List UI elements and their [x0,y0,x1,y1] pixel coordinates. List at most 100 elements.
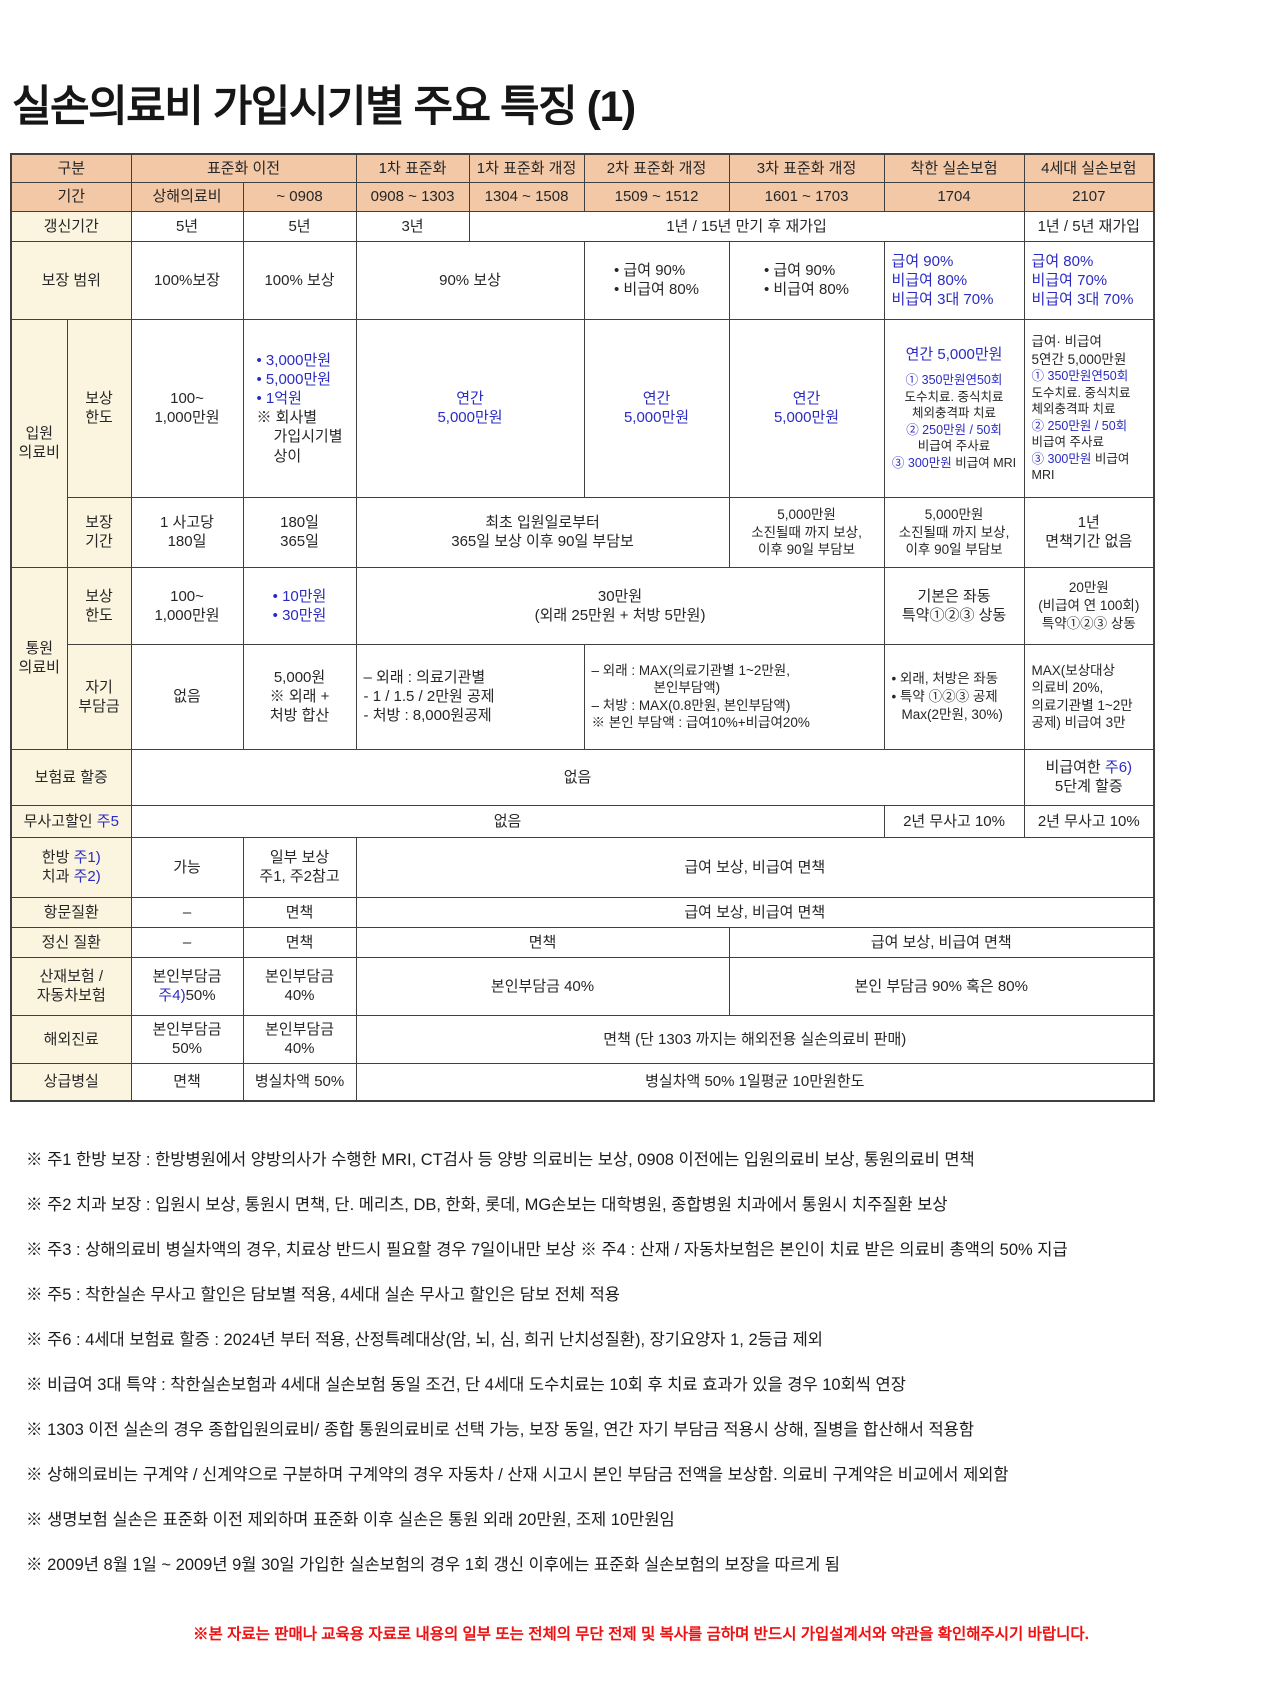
mental-disease-cell: – [130,926,244,958]
footnote: ※ 비급여 3대 특약 : 착한실손보험과 4세대 실손보험 동일 조건, 단 … [26,1376,906,1395]
inpatient-period-row: 보장 기간 1 사고당 180일 180일 365일 최초 입원일로부터 365… [11,496,1155,568]
line: – 처방 : MAX(0.8만원, 본인부담액) [591,697,791,713]
outpatient-limit-cell: 20만원 (비급여 연 100회) 특약①②③ 상동 [1023,566,1155,645]
note-ref: 주2) [73,868,101,886]
line: ③ 300만원 비급여 MRI [1032,451,1151,484]
header-row: 구분 표준화 이전 1차 표준화 1차 표준화 개정 2차 표준화 개정 3차 … [10,153,1155,183]
line: 비급여한 [1045,759,1105,777]
outpatient-deductible-cell: – 외래 : MAX(의료기관별 1~2만원, 본인부담액) – 처방 : MA… [583,643,885,750]
inpatient-period-cell: 1년 면책기간 없음 [1023,496,1155,568]
header-std3-rev: 3차 표준화 개정 [728,153,885,183]
oriental-dental-row: 한방 주1) 치과 주2) 가능 일부 보상 주1, 주2참고 급여 보상, 비… [10,836,1155,898]
surcharge-cell: 없음 [130,748,1025,806]
line: 1년 [1077,514,1100,532]
industrial-auto-cell: 본인부담금 주4)50% [130,956,244,1016]
line: ① 350만원연50회 [1031,369,1129,384]
inpatient-period-cell: 1 사고당 180일 [130,496,244,568]
line: 의료비 20%, [1031,680,1104,696]
period-cell: 1704 [883,181,1025,212]
line: • 1억원 [256,390,302,408]
oriental-dental-cell: 급여 보상, 비급여 면책 [355,836,1155,898]
anal-disease-label: 항문질환 [10,896,132,928]
renewal-cell: 1년 / 15년 만기 후 재가입 [468,210,1025,242]
line: 비급여 주사료 [917,439,991,454]
line: Max(2만원, 30%) [901,706,1003,722]
line: 급여· 비급여 [1031,334,1102,349]
line: 180일 [280,514,319,532]
inpatient-limit-label: 보상 한도 [66,318,132,498]
line: 면책기간 없음 [1045,533,1133,551]
line: 소진될때 까지 보상, [898,524,1010,540]
mental-disease-row: 정신 질환 – 면책 면책 급여 보상, 비급여 면책 [10,926,1155,958]
inpatient-limit-row: 입원 의료비 보상 한도 100~ 1,000만원 • 3,000만원 • 5,… [10,318,1155,568]
surcharge-label: 보험료 할증 [10,748,132,806]
footnote: ※ 주2 치과 보장 : 입원시 보상, 통원시 면책, 단. 메리츠, DB,… [26,1196,948,1215]
upper-room-row: 상급병실 면책 병실차액 50% 병실차액 50% 1일평균 10만원한도 [10,1062,1155,1102]
line: 연간 [792,390,821,408]
line: 이후 90일 부담보 [758,542,856,558]
outpatient-deductible-cell: MAX(보상대상 의료비 20%, 의료기관별 1~2만 공제) 비급여 3만 [1023,643,1155,750]
mental-disease-label: 정신 질환 [10,926,132,958]
line: 30만원 [597,587,643,605]
line: • 비급여 80% [614,281,700,299]
coverage-cell: 100%보장 [130,240,244,320]
line: 공제) 비급여 3만 [1031,715,1126,731]
line: 특약①②③ 상동 [901,606,1007,624]
line: ③ 300만원 비급여 MRI [888,455,1021,472]
line: 기간 [85,533,113,551]
inpatient-limit-cell: 연간 5,000만원 ① 350만원연50회 도수치료. 중식치료 체외충격파 … [883,318,1025,498]
footnote: ※ 2009년 8월 1일 ~ 2009년 9월 30일 가입한 실손보험의 경… [26,1556,840,1575]
header-std1: 1차 표준화 [355,153,470,183]
inpatient-limit-cell: 연간 5,000만원 [355,318,585,498]
inpatient-period-cell: 180일 365일 [242,496,357,568]
line: 보장 [85,514,113,532]
line: 가입시기별 [273,428,343,446]
line: 통원 [25,640,54,658]
line: • 10만원 [272,587,327,605]
outpatient-limit-cell: • 10만원 • 30만원 [242,566,357,645]
industrial-auto-cell: 본인부담금 40% [355,956,730,1016]
inpatient-period-label: 보장 기간 [66,496,132,568]
line: 5,000만원 [437,409,503,427]
line: 연간 [642,390,671,408]
footnote: ※ 상해의료비는 구계약 / 신계약으로 구분하며 구계약의 경우 자동차 / … [26,1466,1009,1485]
header-gen4-silson: 4세대 실손보험 [1023,153,1155,183]
note-ref: 주6) [1104,759,1133,777]
line: 최초 입원일로부터 [485,514,600,532]
line: 체외충격파 치료 [912,406,997,421]
line: 본인부담금 [265,1021,335,1039]
line: ※ 회사별 [256,409,318,427]
line: 100~ [170,587,204,605]
overseas-cell: 면책 (단 1303 까지는 해외전용 실손의료비 판매) [355,1014,1155,1064]
line: 보상 [85,390,113,408]
renewal-cell: 5년 [130,210,244,242]
line: 본인부담금 [152,968,222,986]
line: 5연간 5,000만원 [1031,351,1127,367]
line: 급여 80% [1031,252,1094,270]
outpatient-deductible-cell: – 외래 : 의료기관별 - 1 / 1.5 / 2만원 공제 - 처방 : 8… [355,643,585,750]
line: (외래 25만원 + 처방 5만원) [534,606,706,624]
line: 일부 보상 [269,849,330,867]
line: 한방 [41,849,74,867]
outpatient-limit-row: 통원 의료비 보상 한도 100~ 1,000만원 • 10만원 • 30만원 … [10,566,1155,750]
line: ① 350만원연50회 [905,373,1003,388]
line: 소진될때 까지 보상, [751,524,862,540]
line: 20만원 [1068,580,1109,596]
coverage-cell: 100% 보상 [242,240,357,320]
mental-disease-cell: 면책 [355,926,730,958]
period-cell: 1509 ~ 1512 [583,181,730,212]
line: 본인부담금 [152,1021,222,1039]
line: 한도 [85,606,113,624]
line: 비급여 3대 70% [891,290,994,308]
section-inpatient: 입원 의료비 [10,318,68,568]
inpatient-limit-cell: 연간 5,000만원 [583,318,730,498]
renewal-cell: 3년 [355,210,470,242]
surcharge-cell: 비급여한 주6) 5단계 할증 [1023,748,1155,806]
outpatient-deductible-cell: 없음 [130,643,244,750]
line: 연간 5,000만원 [905,346,1003,364]
overseas-row: 해외진료 본인부담금 50% 본인부담금 40% 면책 (단 1303 까지는 … [10,1014,1155,1064]
line: 1,000만원 [154,409,220,427]
header-gubun: 구분 [10,153,132,183]
footnote: ※ 주5 : 착한실손 무사고 할인은 담보별 적용, 4세대 실손 무사고 할… [26,1286,620,1305]
header-good-silson: 착한 실손보험 [883,153,1025,183]
